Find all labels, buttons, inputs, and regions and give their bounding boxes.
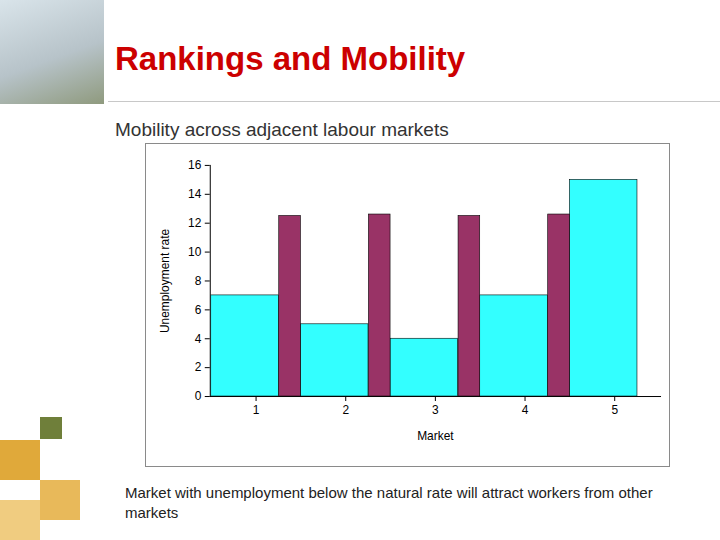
- svg-text:2: 2: [342, 403, 349, 417]
- html-text:Rankings and Mobility: Rankings and Mobility: [115, 40, 466, 77]
- svg-text:6: 6: [195, 303, 202, 317]
- svg-text:2: 2: [195, 360, 202, 374]
- html-text:Mobility across adjacent labou: Mobility across adjacent labour markets: [115, 119, 449, 140]
- svg-text:1: 1: [253, 403, 260, 417]
- svg-text:5: 5: [611, 403, 618, 417]
- svg-text:4: 4: [195, 332, 202, 346]
- svg-text:3: 3: [432, 403, 439, 417]
- svg-text:Unemployment rate: Unemployment rate: [158, 229, 172, 334]
- svg-text:0: 0: [195, 389, 202, 403]
- svg-text:Market: Market: [417, 429, 454, 443]
- svg-text:8: 8: [195, 274, 202, 288]
- svg-text:10: 10: [188, 245, 202, 259]
- svg-text:12: 12: [188, 216, 202, 230]
- svg-text:4: 4: [522, 403, 529, 417]
- svg-text:16: 16: [188, 158, 202, 172]
- html-text:Market with unemployment below: Market with unemployment below the natur…: [125, 484, 653, 521]
- svg-text:14: 14: [188, 187, 202, 201]
